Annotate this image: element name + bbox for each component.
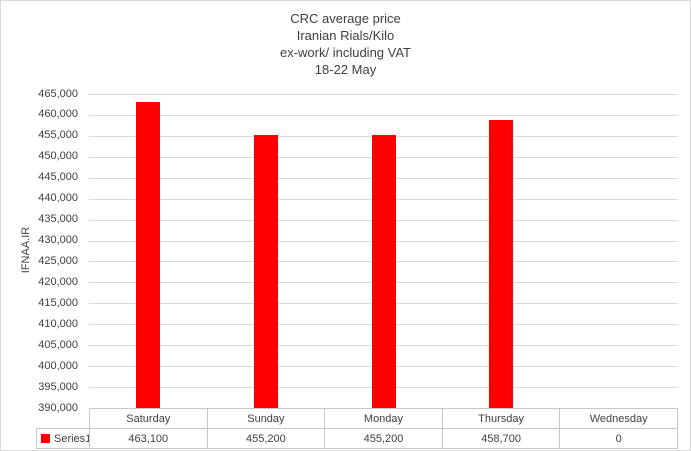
- y-tick-label: 465,000: [38, 87, 78, 100]
- category-header-sunday: Sunday: [206, 408, 326, 429]
- value-cell-thursday: 458,700: [441, 428, 561, 449]
- gridline: [89, 94, 678, 95]
- legend-label: Series1: [54, 432, 90, 445]
- y-tick-label: 440,000: [38, 192, 78, 205]
- legend-swatch-icon: [41, 433, 50, 443]
- y-tick-label: 420,000: [38, 275, 78, 288]
- category-header-monday: Monday: [324, 408, 443, 429]
- bar-sunday: [253, 135, 278, 408]
- category-header-saturday: Saturday: [89, 408, 208, 429]
- value-cell-monday: 455,200: [324, 428, 443, 449]
- table-corner-empty: [37, 409, 90, 429]
- y-tick-label: 445,000: [38, 171, 78, 184]
- y-tick-label: 435,000: [38, 213, 78, 226]
- y-tick-label: 415,000: [38, 296, 78, 309]
- table-value-row: Series1 463,100 455,200 455,200 458,700 0: [36, 428, 678, 449]
- gridline: [89, 115, 678, 116]
- plot-area: [89, 94, 678, 409]
- y-tick-label: 455,000: [38, 129, 78, 142]
- value-cell-wednesday: 0: [559, 428, 678, 449]
- y-tick-label: 460,000: [38, 108, 78, 121]
- y-tick-label: 450,000: [38, 150, 78, 163]
- y-tick-label: 430,000: [38, 234, 78, 247]
- y-tick-label: 410,000: [38, 317, 78, 330]
- chart-title-line-4: 18-22 May: [314, 62, 377, 77]
- y-tick-label: 405,000: [38, 338, 78, 351]
- value-cell-saturday: 463,100: [89, 428, 208, 449]
- data-table: Saturday Sunday Monday Thursday Wednesday Ser…: [36, 408, 678, 449]
- y-tick-label: 425,000: [38, 254, 78, 267]
- value-cell-sunday: 455,200: [206, 428, 326, 449]
- category-header-thursday: Thursday: [441, 408, 561, 429]
- y-tick-label: 390,000: [38, 401, 78, 414]
- bar-saturday: [135, 101, 160, 408]
- category-header-wednesday: Wednesday: [559, 408, 678, 429]
- y-tick-label: 395,000: [38, 380, 78, 393]
- chart-title: CRC average price Iranian Rials/Kilo ex-…: [1, 10, 690, 78]
- y-tick-label: 400,000: [38, 359, 78, 372]
- chart-title-line-1: CRC average price: [290, 11, 401, 26]
- chart-title-line-3: ex-work/ including VAT: [279, 45, 411, 60]
- bar-monday: [371, 135, 396, 408]
- bar-thursday: [489, 120, 514, 408]
- table-header-row: Saturday Sunday Monday Thursday Wednesday: [37, 408, 678, 429]
- legend-cell: Series1: [36, 428, 90, 449]
- chart-title-line-2: Iranian Rials/Kilo: [296, 28, 395, 43]
